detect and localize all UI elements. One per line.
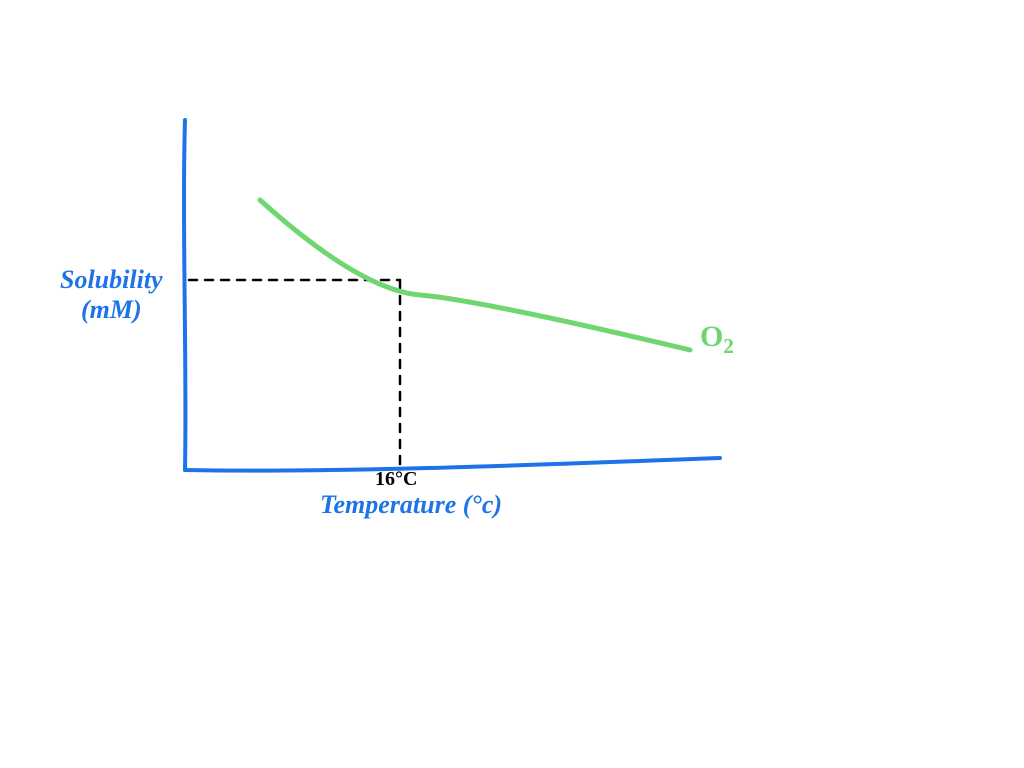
y-axis-label-line2: (mM) — [60, 295, 163, 325]
o2-curve — [260, 200, 690, 350]
curve-label-o2: O2 — [700, 320, 734, 359]
y-axis-label-line1: Solubility — [60, 265, 163, 295]
chart-svg — [0, 0, 1024, 768]
solubility-chart: Solubility (mM) Temperature (°c) 16°C O2 — [0, 0, 1024, 768]
y-axis — [184, 120, 185, 470]
y-axis-label: Solubility (mM) — [60, 265, 163, 325]
x-axis — [185, 458, 720, 471]
x-axis-label: Temperature (°c) — [320, 490, 502, 520]
reference-x-label: 16°C — [375, 468, 417, 491]
curve-label-text: O — [700, 320, 723, 353]
curve-label-sub: 2 — [723, 334, 734, 358]
